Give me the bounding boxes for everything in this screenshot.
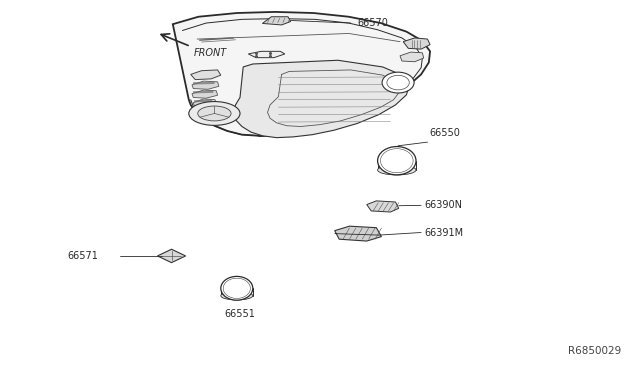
- Text: 66551: 66551: [224, 309, 255, 319]
- Polygon shape: [403, 38, 430, 49]
- Polygon shape: [400, 52, 424, 62]
- Text: 66571: 66571: [68, 251, 99, 261]
- Polygon shape: [191, 70, 221, 80]
- Ellipse shape: [378, 165, 416, 175]
- Text: FRONT: FRONT: [193, 48, 227, 58]
- Polygon shape: [234, 60, 410, 138]
- Text: 66550: 66550: [429, 128, 460, 138]
- Text: R6850029: R6850029: [568, 346, 621, 356]
- Ellipse shape: [198, 106, 231, 121]
- Text: 66391M: 66391M: [424, 228, 463, 237]
- Ellipse shape: [221, 276, 253, 300]
- Polygon shape: [367, 201, 399, 212]
- Polygon shape: [157, 249, 186, 263]
- Ellipse shape: [189, 102, 240, 125]
- Polygon shape: [335, 226, 381, 241]
- Text: 66390N: 66390N: [424, 201, 462, 210]
- Polygon shape: [193, 99, 216, 107]
- Text: 66570: 66570: [357, 18, 388, 28]
- Polygon shape: [173, 12, 430, 136]
- Polygon shape: [248, 51, 285, 58]
- Polygon shape: [192, 90, 218, 98]
- Ellipse shape: [221, 292, 253, 300]
- Polygon shape: [192, 81, 219, 89]
- Ellipse shape: [382, 72, 414, 93]
- Ellipse shape: [378, 147, 416, 175]
- Polygon shape: [262, 17, 291, 25]
